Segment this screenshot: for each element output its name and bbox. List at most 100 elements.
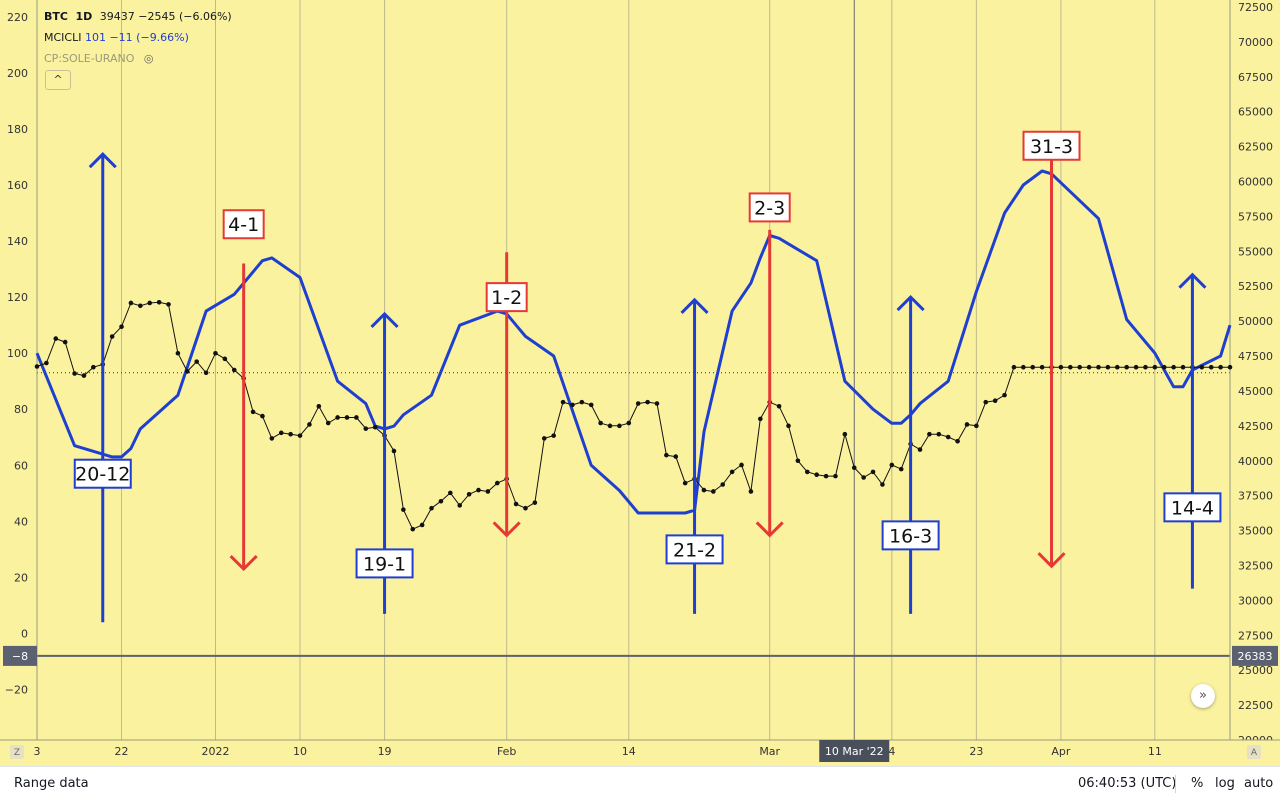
auto-scale-corner-button	[1247, 745, 1261, 759]
left-axis-tick-label: 180	[7, 123, 28, 136]
annotation-4-1: 4-1	[222, 209, 265, 572]
data-point	[250, 409, 256, 415]
data-point	[344, 415, 350, 420]
utc-clock[interactable]: 06:40:53 (UTC)	[1078, 776, 1177, 791]
annotation-31-3: 31-3	[1022, 130, 1081, 569]
range-data-dropdown[interactable]: Range data	[14, 776, 89, 791]
data-point	[1171, 364, 1176, 370]
percent-scale-toggle[interactable]: %	[1191, 776, 1204, 791]
chart[interactable]: 220200180160140120100806040200−207250070…	[0, 0, 1280, 766]
annotation-arrow-head	[680, 297, 709, 314]
left-axis-tick-label: 160	[7, 179, 28, 192]
data-point	[541, 436, 547, 441]
data-point	[1002, 392, 1007, 398]
right-axis-tick-label: 27500	[1238, 629, 1273, 642]
legend-last: 39437	[99, 10, 135, 23]
annotation-16-3: 16-3	[881, 294, 940, 614]
time-axis-label: Mar	[759, 745, 780, 758]
annotation-label: 4-1	[228, 214, 259, 236]
data-point	[945, 434, 951, 440]
auto-scale-toggle[interactable]: auto	[1244, 776, 1274, 791]
data-point	[664, 452, 669, 458]
legend-collapse-button[interactable]: ^	[45, 70, 71, 90]
data-point	[1218, 364, 1223, 370]
right-axis-tick-label: 45000	[1238, 385, 1273, 398]
annotation-label: 16-3	[889, 525, 932, 547]
right-axis-tick-label: 42500	[1238, 420, 1273, 433]
data-point	[786, 423, 791, 429]
annotation-arrow-head	[229, 554, 258, 572]
right-axis-tick-label: 62500	[1238, 141, 1273, 154]
data-point	[448, 490, 453, 496]
data-point	[391, 448, 397, 454]
right-axis-tick-label: 40000	[1238, 455, 1273, 468]
data-point	[654, 401, 660, 406]
data-point	[466, 491, 472, 497]
right-axis-tick-label: 52500	[1238, 280, 1273, 293]
data-point	[1030, 364, 1036, 370]
log-scale-toggle[interactable]: log	[1215, 776, 1235, 791]
legend-indicator-change: −11 (−9.66%)	[109, 31, 189, 44]
data-point	[579, 399, 585, 405]
legend-change: −2545 (−6.06%)	[138, 10, 232, 23]
scroll-to-realtime-button[interactable]: »	[1191, 684, 1215, 708]
data-point	[776, 404, 782, 409]
data-point	[1096, 364, 1101, 370]
annotation-label: 19-1	[363, 553, 406, 575]
time-axis-label: 4	[888, 745, 895, 758]
data-point	[34, 364, 40, 369]
data-point	[823, 473, 829, 479]
data-point	[1068, 364, 1073, 370]
left-value-badge-text: −8	[12, 650, 28, 663]
legend-indicator-name[interactable]: MCICLI	[44, 31, 82, 44]
data-point	[1133, 364, 1139, 370]
legend-main-row: BTC 1D 39437 −2545 (−6.06%)	[44, 6, 232, 27]
left-axis-tick-label: −20	[5, 684, 28, 697]
data-point	[1086, 364, 1092, 370]
data-point	[166, 302, 171, 307]
hidden-eye-icon[interactable]: ◎	[143, 52, 154, 65]
right-value-badge	[1232, 645, 1278, 666]
right-axis-tick-label: 35000	[1238, 525, 1273, 538]
time-axis-label: 23	[969, 745, 983, 758]
data-point	[1077, 364, 1083, 370]
legend-indicator-row: MCICLI 101 −11 (−9.66%)	[44, 27, 232, 48]
data-point	[720, 482, 726, 487]
data-point	[307, 422, 312, 427]
data-point	[645, 399, 650, 405]
annotation-label-box	[355, 548, 414, 579]
left-axis-tick-label: 80	[14, 403, 28, 416]
right-axis-tick-label: 65000	[1238, 106, 1273, 119]
zoom-reset-button	[10, 745, 24, 759]
annotation-1-2: 1-2	[485, 252, 528, 538]
annotation-label-box	[1022, 130, 1081, 161]
auto-scale-corner-label: A	[1251, 748, 1258, 758]
data-point	[870, 469, 876, 475]
annotation-label-box	[73, 458, 132, 489]
data-point	[804, 469, 810, 475]
data-point	[222, 356, 228, 362]
data-point	[1105, 364, 1111, 370]
annotation-20-12: 20-12	[73, 152, 132, 623]
data-point	[598, 420, 603, 426]
data-point	[814, 472, 819, 478]
data-point	[335, 415, 340, 420]
legend-interval[interactable]: 1D	[75, 10, 93, 23]
legend-symbol[interactable]: BTC	[44, 10, 68, 23]
data-point	[617, 423, 622, 429]
right-axis-tick-label: 25000	[1238, 664, 1273, 677]
left-axis-tick-label: 0	[21, 627, 28, 640]
time-axis-label: 10	[293, 745, 307, 758]
data-point	[1114, 364, 1120, 370]
data-point	[588, 402, 594, 408]
legend-source[interactable]: CP:SOLE-URANO	[44, 52, 135, 65]
data-point	[1227, 364, 1233, 370]
annotation-arrow-head	[896, 294, 925, 312]
data-point	[861, 475, 866, 480]
annotation-label: 21-2	[673, 539, 716, 561]
data-point	[955, 438, 960, 444]
annotation-label-box	[881, 520, 940, 551]
data-point	[429, 505, 434, 511]
series-line	[35, 169, 1232, 515]
annotation-label-box	[485, 282, 528, 313]
